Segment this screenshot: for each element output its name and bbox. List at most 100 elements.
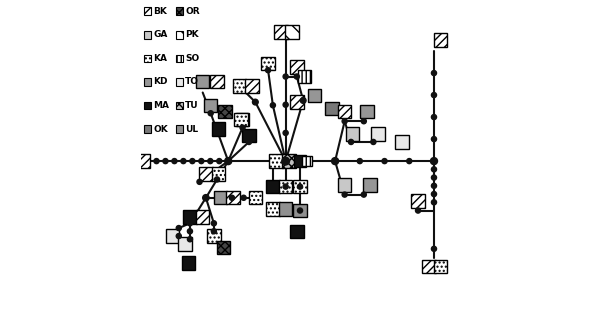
Bar xyxy=(218,105,232,118)
Circle shape xyxy=(211,221,217,226)
Circle shape xyxy=(176,234,181,239)
Circle shape xyxy=(163,159,168,164)
Bar xyxy=(242,129,256,142)
Bar xyxy=(325,102,338,115)
Bar xyxy=(226,191,240,204)
Bar xyxy=(136,154,150,168)
Circle shape xyxy=(197,179,202,184)
Circle shape xyxy=(431,70,437,76)
Circle shape xyxy=(361,119,367,124)
Bar xyxy=(143,55,151,62)
Text: TU: TU xyxy=(185,101,199,110)
Bar xyxy=(196,210,209,224)
Text: OK: OK xyxy=(153,125,168,134)
Circle shape xyxy=(176,226,181,231)
Bar xyxy=(279,180,292,193)
Bar xyxy=(217,241,230,254)
Circle shape xyxy=(357,159,362,164)
Bar xyxy=(371,127,385,141)
Bar xyxy=(302,156,313,166)
Circle shape xyxy=(283,184,288,189)
Circle shape xyxy=(271,103,275,108)
Bar xyxy=(279,202,292,216)
Bar xyxy=(176,7,183,15)
Bar xyxy=(236,113,249,126)
Bar xyxy=(166,229,179,243)
Bar xyxy=(212,167,226,181)
Circle shape xyxy=(349,139,353,145)
Bar xyxy=(434,33,447,47)
Bar xyxy=(199,167,212,181)
Bar xyxy=(233,79,246,93)
Text: TO: TO xyxy=(185,78,199,86)
Circle shape xyxy=(371,139,376,145)
Circle shape xyxy=(253,99,258,105)
Text: UL: UL xyxy=(185,125,198,134)
Circle shape xyxy=(332,158,338,165)
Bar xyxy=(298,70,311,83)
Bar xyxy=(412,194,425,208)
Bar xyxy=(346,127,359,141)
Bar xyxy=(290,95,304,109)
Circle shape xyxy=(431,200,437,205)
Bar xyxy=(214,191,227,204)
Circle shape xyxy=(298,184,302,189)
Circle shape xyxy=(283,102,288,107)
Bar xyxy=(176,125,183,133)
Circle shape xyxy=(342,192,347,197)
Bar xyxy=(395,135,409,149)
Circle shape xyxy=(431,246,437,251)
Bar xyxy=(266,180,280,193)
Bar xyxy=(422,260,436,273)
Bar xyxy=(212,122,226,136)
Text: PK: PK xyxy=(185,30,199,39)
Bar xyxy=(290,60,304,74)
Circle shape xyxy=(283,74,288,79)
Circle shape xyxy=(208,111,213,116)
Bar xyxy=(338,178,352,192)
Circle shape xyxy=(361,192,367,197)
Circle shape xyxy=(431,167,437,172)
Circle shape xyxy=(199,159,204,164)
Bar xyxy=(204,99,217,112)
Bar xyxy=(143,102,151,109)
Bar xyxy=(269,154,283,168)
Text: KA: KA xyxy=(153,54,167,63)
Circle shape xyxy=(382,159,387,164)
Circle shape xyxy=(431,191,437,197)
Circle shape xyxy=(217,159,222,164)
Circle shape xyxy=(431,137,437,142)
Circle shape xyxy=(187,221,193,226)
Circle shape xyxy=(187,229,193,234)
Text: BK: BK xyxy=(153,7,167,16)
Circle shape xyxy=(190,159,195,164)
Bar xyxy=(434,260,447,273)
Circle shape xyxy=(241,195,246,200)
Circle shape xyxy=(415,208,421,213)
Circle shape xyxy=(301,98,306,103)
Bar xyxy=(282,154,296,168)
Circle shape xyxy=(240,125,245,130)
Bar xyxy=(176,31,183,39)
Circle shape xyxy=(203,195,209,201)
Bar xyxy=(294,155,306,167)
Circle shape xyxy=(211,229,217,234)
Bar xyxy=(176,102,183,109)
Text: OR: OR xyxy=(185,7,200,16)
Bar xyxy=(176,55,183,62)
Circle shape xyxy=(431,93,437,98)
Circle shape xyxy=(208,159,213,164)
Circle shape xyxy=(342,119,347,124)
Bar xyxy=(293,204,307,217)
Text: KD: KD xyxy=(153,78,168,86)
Bar xyxy=(274,25,287,39)
Bar xyxy=(207,229,221,243)
Bar xyxy=(143,125,151,133)
Circle shape xyxy=(181,159,186,164)
Bar xyxy=(293,180,307,193)
Bar xyxy=(290,225,304,238)
Bar xyxy=(143,78,151,86)
Circle shape xyxy=(247,139,251,145)
Circle shape xyxy=(407,159,412,164)
Circle shape xyxy=(154,159,159,164)
